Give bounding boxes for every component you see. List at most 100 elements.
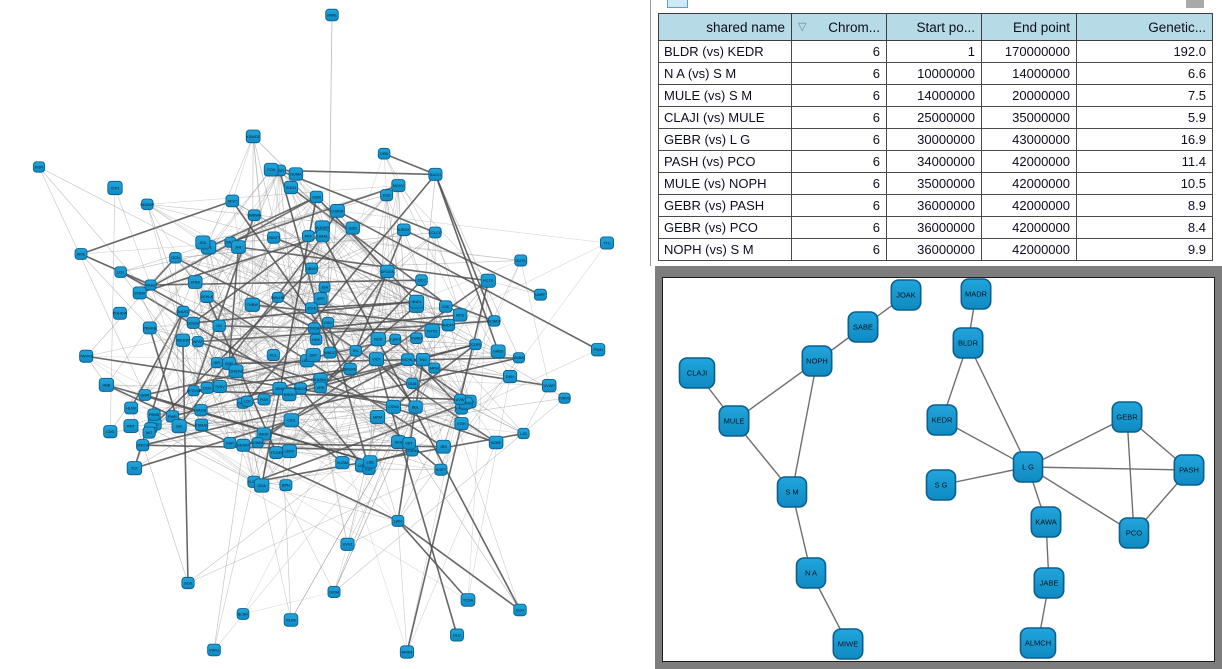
network-node[interactable]: DCWEF (487, 315, 502, 327)
table-cell[interactable]: 6 (791, 40, 887, 63)
network-node-pash[interactable]: PASH (1173, 454, 1205, 486)
network-node[interactable]: SDM (309, 190, 324, 204)
network-node[interactable]: JBS (435, 439, 451, 454)
table-cell[interactable]: BLDR (vs) KEDR (658, 40, 792, 63)
network-node[interactable]: WFAT (191, 336, 204, 348)
table-row[interactable]: GEBR (vs) L G 6 30000000 43000000 16.9 (658, 128, 1213, 151)
network-node-kedr[interactable]: KEDR (926, 404, 958, 436)
network-node[interactable]: ASBK (512, 352, 525, 364)
network-node[interactable]: ICPJ (107, 180, 123, 196)
network-node[interactable]: UNPF (533, 288, 547, 301)
table-cell[interactable]: 43000000 (981, 128, 1077, 151)
table-cell[interactable]: 6 (791, 106, 887, 129)
table-row[interactable]: MULE (vs) S M 6 14000000 20000000 7.5 (658, 84, 1213, 107)
network-node[interactable]: JJCC (415, 274, 428, 286)
table-cell[interactable]: 1 (886, 40, 982, 63)
table-cell[interactable]: 25000000 (886, 106, 982, 129)
network-node[interactable]: DIR (210, 357, 223, 369)
table-cell[interactable]: 42000000 (981, 150, 1077, 173)
network-node[interactable]: FWSD (410, 332, 423, 345)
network-node[interactable]: TJPPT (389, 333, 402, 345)
subnetwork-svg[interactable]: JOAK MADR SABE NOPH BLDR CLAJI MULE KEDR GEBR L G… (663, 278, 1214, 661)
network-node[interactable]: COA (263, 162, 279, 177)
network-node[interactable]: VACB (194, 404, 208, 417)
network-node[interactable]: BPN (279, 479, 293, 492)
network-node[interactable]: VICF (368, 352, 385, 367)
network-node[interactable]: STBK (187, 275, 203, 289)
table-cell[interactable]: 36000000 (886, 194, 982, 217)
network-node[interactable]: DFOGK (380, 264, 395, 279)
table-cell[interactable]: CLAJI (vs) MULE (658, 106, 792, 129)
table-cell[interactable]: 16.9 (1076, 128, 1213, 151)
network-node[interactable]: PCTS (480, 273, 496, 288)
network-node[interactable]: PKF (302, 230, 315, 242)
table-cell[interactable]: 6 (791, 84, 887, 107)
network-node[interactable]: DNUEU (176, 305, 190, 318)
network-node-na[interactable]: N A (795, 557, 827, 589)
network-node-kawa[interactable]: KAWA (1030, 506, 1062, 538)
network-node[interactable]: GUTK (514, 254, 528, 267)
network-node[interactable]: DHP (223, 436, 237, 449)
network-node-sg[interactable]: S G (925, 469, 957, 501)
network-node[interactable]: TVKV (212, 380, 227, 394)
network-node-gebr[interactable]: GEBR (1111, 401, 1143, 433)
network-node[interactable]: NBUKD (343, 362, 357, 376)
network-node-pco[interactable]: PCO (1118, 517, 1150, 549)
network-node[interactable]: CSHA (385, 399, 402, 414)
network-node[interactable]: SFVT (225, 194, 240, 208)
table-cell[interactable]: 35000000 (886, 172, 982, 195)
table-row[interactable]: PASH (vs) PCO 6 34000000 42000000 11.4 (658, 150, 1213, 173)
network-node[interactable]: DBVD (305, 262, 318, 275)
table-cell[interactable]: 10000000 (886, 62, 982, 85)
column-header-endpoint[interactable]: End point (981, 13, 1077, 41)
network-node[interactable]: GPP (313, 292, 328, 306)
network-node-joak[interactable]: JOAK (890, 279, 922, 311)
network-node[interactable]: BDL (408, 400, 423, 414)
network-node[interactable]: VRR (314, 381, 327, 394)
network-node[interactable]: PGHDW (113, 306, 128, 320)
network-node[interactable]: HKK (391, 435, 406, 449)
network-node[interactable]: TROA (307, 322, 321, 335)
network-node-madr[interactable]: MADR (960, 278, 992, 310)
network-node[interactable]: CCLCO (429, 226, 442, 239)
network-node[interactable]: MFW (428, 362, 441, 374)
network-node[interactable]: EGH (454, 417, 469, 431)
network-node[interactable]: DVD (322, 317, 335, 329)
column-header-sharedname[interactable]: shared name (658, 13, 792, 41)
network-node[interactable]: NDDWP (140, 198, 155, 211)
network-node[interactable]: RNT (123, 419, 139, 434)
table-cell[interactable]: 42000000 (981, 238, 1077, 261)
network-node[interactable]: GDD (345, 221, 360, 235)
network-node[interactable]: STBW (132, 286, 147, 300)
network-node[interactable]: DKH (502, 370, 518, 384)
network-node[interactable]: DDUGI (186, 316, 200, 329)
network-node[interactable]: NRDH (282, 387, 297, 402)
network-node[interactable]: LOJ (114, 266, 127, 278)
network-node[interactable]: BUCH (428, 167, 443, 181)
network-node[interactable]: VDRJ (207, 643, 221, 657)
network-node[interactable]: JHT (231, 240, 246, 254)
table-cell[interactable]: 42000000 (981, 194, 1077, 217)
table-cell[interactable]: 6.6 (1076, 62, 1213, 85)
network-node[interactable]: LDE (363, 455, 378, 469)
table-cell[interactable]: 6 (791, 172, 887, 195)
network-node-sm[interactable]: S M (776, 476, 808, 508)
table-cell[interactable]: 6 (791, 150, 887, 173)
network-node[interactable]: PEHKB (142, 321, 157, 335)
network-node[interactable]: WEDW (175, 333, 190, 347)
network-node[interactable]: SIU (171, 419, 187, 434)
network-node[interactable]: LCK (241, 395, 254, 407)
table-cell[interactable]: PASH (vs) PCO (658, 150, 792, 173)
column-header-chrom[interactable]: ▽ Chrom... (791, 13, 887, 41)
table-cell[interactable]: 8.9 (1076, 194, 1213, 217)
table-cell[interactable]: 14000000 (981, 62, 1077, 85)
table-cell[interactable]: 10.5 (1076, 172, 1213, 195)
sort-filter-icon[interactable]: ▽ (798, 20, 807, 33)
table-cell[interactable]: 20000000 (981, 84, 1077, 107)
table-cell[interactable]: GEBR (vs) PCO (658, 216, 792, 239)
network-node[interactable]: DBT (305, 348, 321, 362)
network-node[interactable]: PWVVS (79, 349, 94, 363)
network-node-miwe[interactable]: MIWE (832, 628, 864, 660)
table-cell[interactable]: GEBR (vs) L G (658, 128, 792, 151)
network-node[interactable]: MOHL (400, 353, 415, 367)
